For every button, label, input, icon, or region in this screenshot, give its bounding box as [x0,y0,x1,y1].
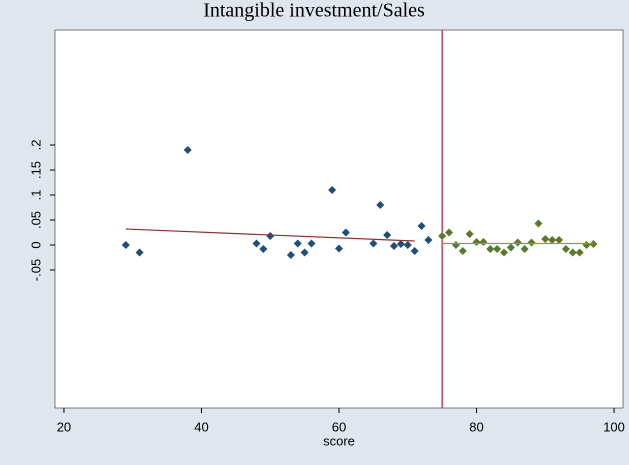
y-tick-label: 0 [28,241,43,248]
point [438,232,447,240]
point [403,241,412,249]
y-tick-label: .15 [28,161,43,179]
point [396,240,405,248]
point [390,242,399,250]
point [527,238,536,247]
point [259,245,268,253]
point [410,247,419,255]
point [341,228,350,237]
point [424,236,433,244]
x-tick-label: 40 [194,419,208,434]
point [465,230,474,238]
y-tick-label: .05 [28,211,43,229]
point [252,239,261,248]
point [493,245,502,253]
point [561,245,570,253]
point [335,244,343,253]
point [383,231,392,239]
point [293,239,302,248]
point [520,245,529,253]
point [445,228,454,237]
x-tick-label: 100 [603,419,625,434]
point [555,236,564,244]
x-tick-label: 20 [57,419,71,434]
point [534,219,543,228]
x-tick-label: 60 [332,419,346,434]
point [376,201,385,209]
point [121,241,130,249]
point [266,232,275,240]
fit-line [125,228,415,242]
point [548,236,557,244]
point [486,245,495,253]
point [575,248,584,257]
chart-title: Intangible investment/Sales [203,0,425,22]
point [300,248,309,257]
point [328,186,337,194]
point [500,248,509,257]
plot-area [54,29,624,409]
point [506,243,515,252]
point [183,146,192,154]
x-tick-label: 80 [469,419,483,434]
y-tick-label: -.05 [28,259,43,281]
point [458,247,467,255]
point [307,239,316,248]
x-axis-label: score [323,433,355,448]
point [541,235,550,243]
point [417,222,426,230]
point [135,248,144,257]
y-tick-label: .2 [28,140,43,151]
y-tick-label: .1 [28,190,43,201]
point [369,239,378,248]
point [286,251,295,259]
point [513,238,522,247]
point [568,248,577,257]
